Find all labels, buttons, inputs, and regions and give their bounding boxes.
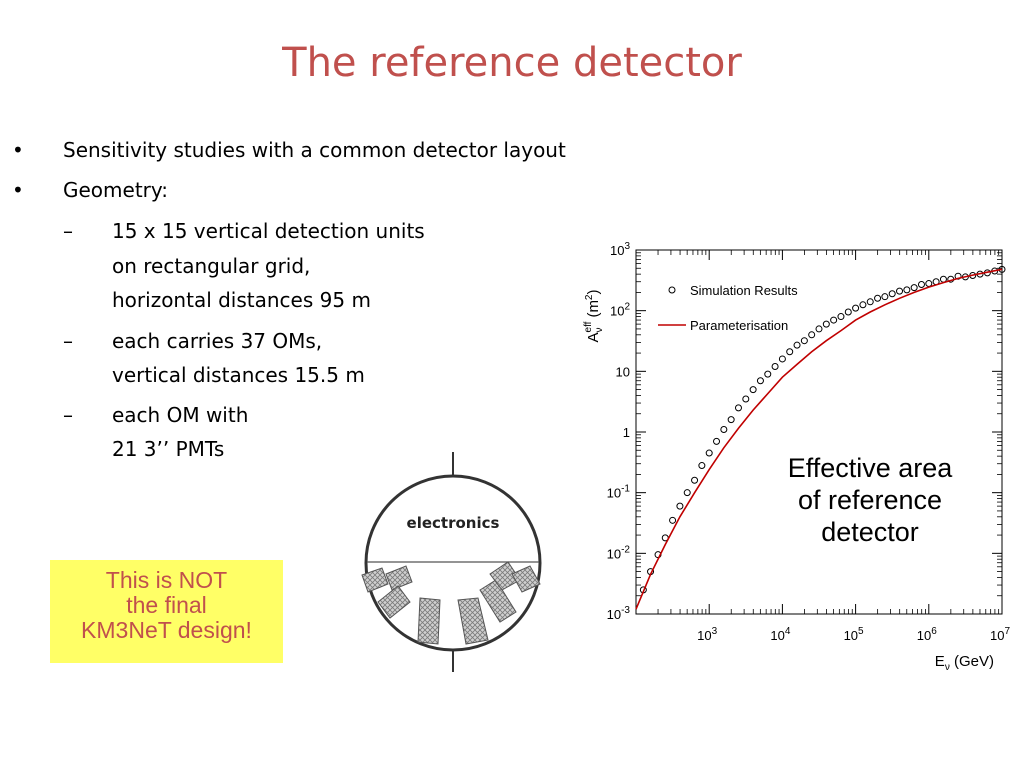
pmt-icon — [377, 585, 411, 619]
simulation-point — [903, 286, 911, 294]
caption-line: of reference — [797, 485, 943, 515]
note-line: the final — [126, 592, 207, 618]
pmt-icon — [385, 565, 413, 591]
simulation-point — [683, 489, 691, 497]
pmt-group — [361, 561, 541, 645]
simulation-point — [691, 476, 699, 484]
simulation-point — [830, 316, 838, 324]
plot-frame — [635, 249, 1003, 615]
simulation-point — [888, 290, 896, 298]
pmt-icon — [511, 565, 541, 593]
simulation-point — [837, 313, 845, 321]
simulation-point — [749, 386, 757, 394]
bullet-text: Geometry: — [63, 178, 169, 202]
simulation-point — [786, 348, 794, 356]
simulation-point — [852, 304, 860, 312]
simulation-point — [896, 287, 904, 295]
electronics-label: electronics — [407, 514, 500, 532]
pmt-icon — [417, 597, 441, 645]
x-axis-title: Eν (GeV) — [935, 653, 994, 673]
pmt-icon — [457, 597, 489, 645]
optical-module-diagram: electronics — [361, 452, 542, 672]
simulation-point — [698, 462, 706, 470]
bullet-marker: • — [12, 178, 24, 202]
simulation-point — [808, 331, 816, 339]
simulation-point — [815, 325, 823, 333]
x-tick-label: 104 — [770, 626, 790, 643]
simulation-point — [822, 320, 830, 328]
sub-bullet-line: horizontal distances 95 m — [112, 288, 371, 312]
x-tick-label: 107 — [990, 626, 1010, 643]
simulation-point — [756, 377, 764, 385]
sub-bullet-line: on rectangular grid, — [112, 254, 311, 278]
y-tick-label: 103 — [610, 241, 630, 258]
svg-text:Aνeff(m2): Aνeff(m2) — [583, 289, 605, 342]
sub-bullet-line: each OM with — [112, 403, 249, 427]
legend-marker-circle — [668, 286, 676, 294]
simulation-point — [764, 370, 772, 378]
simulation-point — [866, 298, 874, 306]
chart-caption: Effective area of reference detector — [772, 452, 968, 548]
simulation-point — [705, 449, 713, 457]
svg-text:Eν (GeV): Eν (GeV) — [935, 653, 994, 673]
simulation-point — [727, 416, 735, 424]
sub-bullet-line: each carries 37 OMs, — [112, 329, 323, 353]
simulation-point — [881, 293, 889, 301]
simulation-point — [778, 355, 786, 363]
y-tick-label: 1 — [623, 425, 630, 440]
sub-bullet-marker: – — [63, 403, 73, 427]
module-sphere — [364, 474, 542, 652]
simulation-point — [874, 294, 882, 302]
simulation-point — [713, 437, 721, 445]
parameterisation-line — [635, 268, 1003, 610]
simulation-point — [800, 337, 808, 345]
simulation-point — [859, 301, 867, 309]
x-tick-label: 103 — [697, 626, 717, 643]
bullet-marker: • — [12, 138, 24, 162]
x-tick-label: 105 — [844, 626, 864, 643]
sub-bullet-line: 21 3’’ PMTs — [112, 437, 225, 461]
sub-bullet-line: vertical distances 15.5 m — [112, 363, 365, 387]
caption-line: detector — [821, 517, 919, 547]
caption-line: Effective area — [787, 453, 953, 483]
y-tick-label: 10-1 — [607, 484, 631, 501]
bullet-text: Sensitivity studies with a common detect… — [63, 138, 566, 162]
simulation-point — [734, 404, 742, 412]
slide-title: The reference detector — [282, 40, 742, 86]
sub-bullet-line: 15 x 15 vertical detection units — [112, 219, 425, 243]
simulation-point — [771, 363, 779, 371]
simulation-point — [910, 284, 918, 292]
disclaimer-note: This is NOT the final KM3NeT design! — [50, 560, 283, 663]
legend-label: Simulation Results — [690, 283, 798, 298]
simulation-point — [669, 516, 677, 524]
effective-area-chart: 10-3 10-2 10-1 1 10 102 103 103 104 105 106 107 Sim… — [583, 241, 1010, 673]
simulation-point — [793, 341, 801, 349]
x-tick-label: 106 — [917, 626, 937, 643]
sub-bullet-marker: – — [63, 219, 73, 243]
y-tick-label: 10-2 — [607, 544, 631, 561]
note-line: KM3NeT design! — [81, 617, 252, 643]
simulation-point — [844, 308, 852, 316]
simulation-point — [720, 425, 728, 433]
legend-label: Parameterisation — [690, 318, 788, 333]
sub-bullet-marker: – — [63, 329, 73, 353]
simulation-point — [917, 280, 925, 288]
simulation-point — [742, 395, 750, 403]
pmt-icon — [479, 579, 517, 623]
y-tick-label: 10-3 — [607, 605, 631, 622]
simulation-point — [676, 502, 684, 510]
note-line: This is NOT — [105, 567, 228, 593]
chart-legend: Simulation Results Parameterisation — [658, 283, 798, 333]
y-tick-label: 10 — [616, 364, 630, 379]
y-tick-label: 102 — [610, 302, 630, 319]
y-axis-title: Aνeff(m2) — [583, 289, 605, 342]
pmt-icon — [361, 567, 389, 593]
